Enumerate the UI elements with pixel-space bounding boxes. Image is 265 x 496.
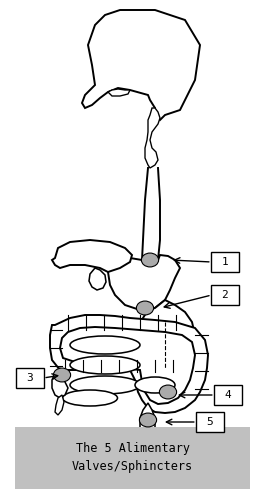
FancyBboxPatch shape bbox=[211, 285, 239, 306]
Polygon shape bbox=[50, 315, 208, 413]
Polygon shape bbox=[52, 240, 132, 272]
Polygon shape bbox=[140, 300, 195, 358]
Ellipse shape bbox=[136, 301, 154, 315]
Polygon shape bbox=[52, 368, 68, 398]
Text: 3: 3 bbox=[26, 373, 33, 383]
Ellipse shape bbox=[70, 356, 140, 374]
Polygon shape bbox=[108, 89, 130, 96]
Text: 1: 1 bbox=[222, 257, 228, 267]
Polygon shape bbox=[82, 10, 200, 120]
Polygon shape bbox=[60, 327, 195, 404]
FancyBboxPatch shape bbox=[15, 427, 250, 489]
Polygon shape bbox=[55, 395, 64, 415]
Ellipse shape bbox=[70, 336, 140, 354]
Ellipse shape bbox=[135, 377, 175, 393]
FancyBboxPatch shape bbox=[214, 384, 242, 405]
FancyBboxPatch shape bbox=[211, 251, 239, 272]
FancyBboxPatch shape bbox=[196, 412, 224, 433]
Ellipse shape bbox=[142, 253, 159, 267]
Text: 5: 5 bbox=[207, 417, 213, 427]
Text: The 5 Alimentary
Valves/Sphincters: The 5 Alimentary Valves/Sphincters bbox=[72, 442, 193, 473]
Ellipse shape bbox=[139, 413, 157, 427]
Ellipse shape bbox=[159, 385, 176, 399]
Ellipse shape bbox=[63, 390, 117, 406]
FancyBboxPatch shape bbox=[16, 368, 44, 388]
Polygon shape bbox=[89, 268, 106, 290]
Polygon shape bbox=[140, 403, 155, 438]
Ellipse shape bbox=[53, 368, 70, 382]
Polygon shape bbox=[145, 108, 160, 168]
Ellipse shape bbox=[70, 376, 140, 394]
Text: 2: 2 bbox=[222, 290, 228, 300]
Polygon shape bbox=[108, 255, 180, 310]
Text: 4: 4 bbox=[225, 390, 231, 400]
